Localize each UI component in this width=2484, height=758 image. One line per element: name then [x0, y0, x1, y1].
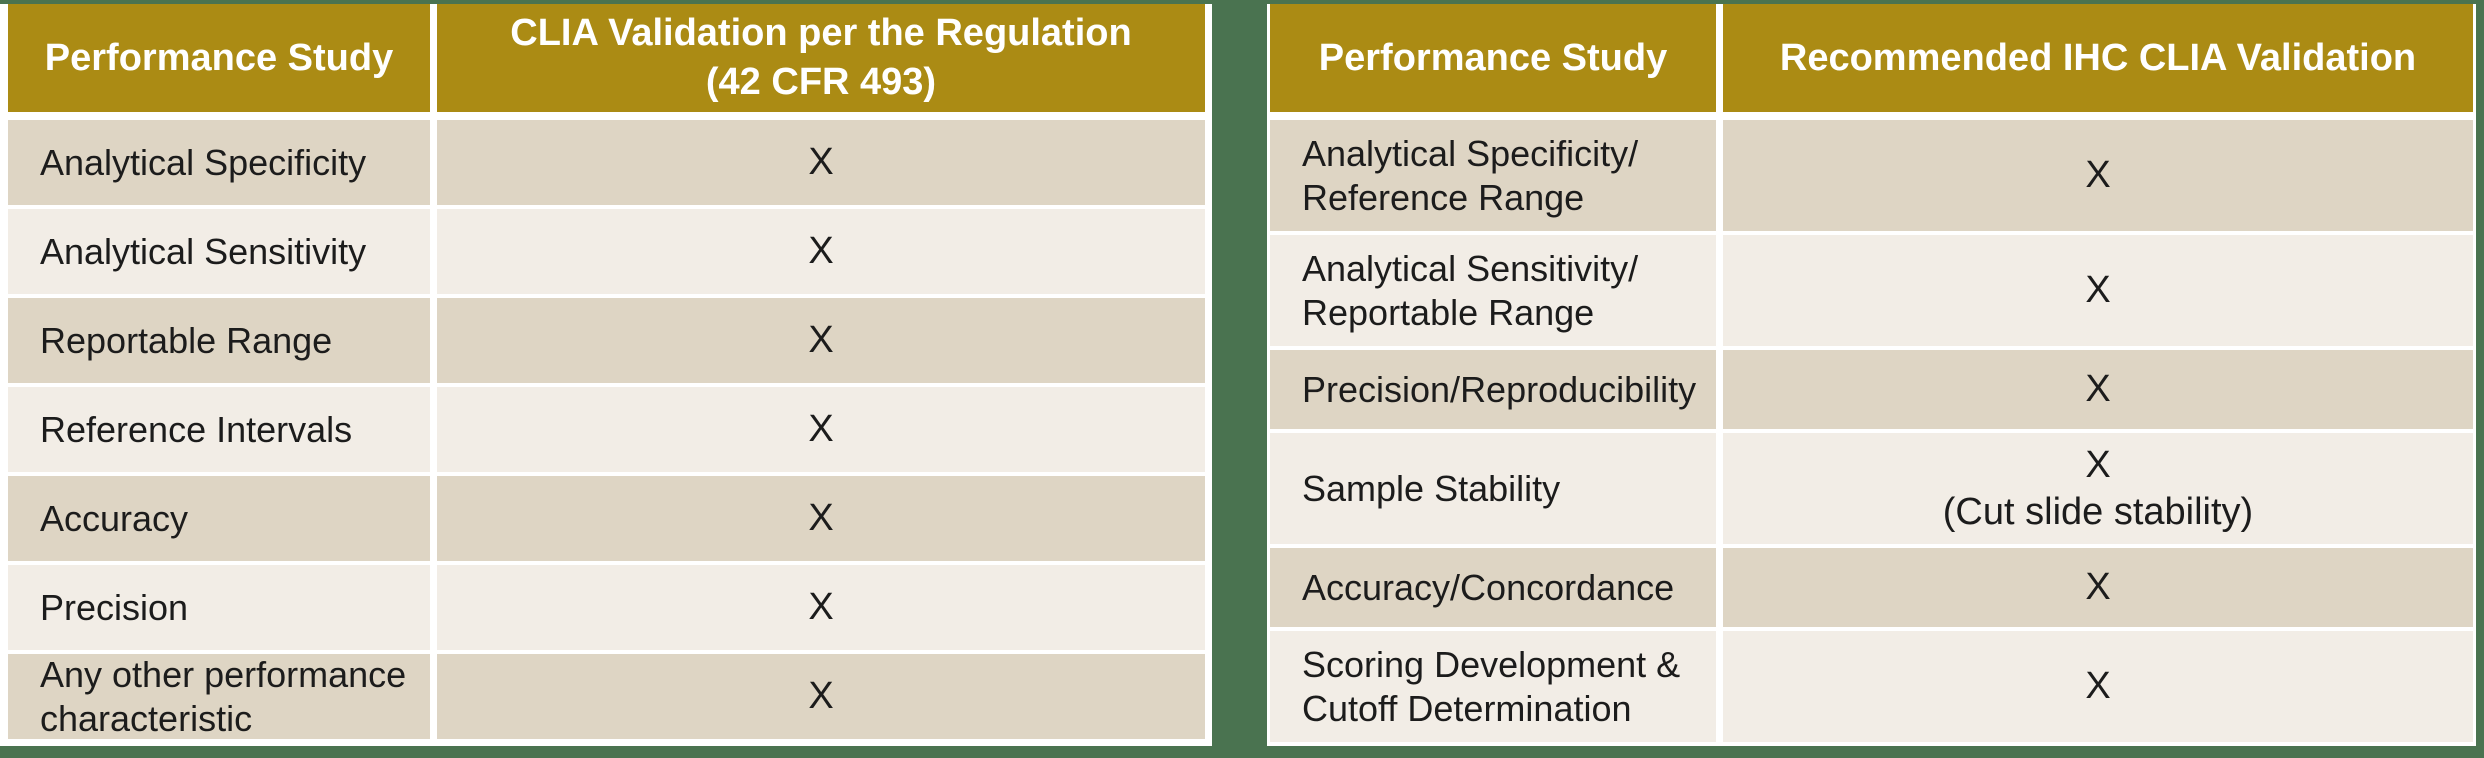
- table-row: Sample Stability X (Cut slide stability): [1270, 433, 2473, 544]
- table-row: Scoring Development & Cutoff Determinati…: [1270, 631, 2473, 742]
- table-row: Precision X: [8, 565, 1205, 650]
- study-cell: Analytical Sensitivity: [8, 209, 430, 294]
- study-cell: Precision/Reproducibility: [1270, 350, 1716, 429]
- value-cell: X: [1723, 350, 2473, 429]
- study-cell: Accuracy/Concordance: [1270, 548, 1716, 627]
- table-header-row: Performance Study Recommended IHC CLIA V…: [1270, 4, 2473, 112]
- table-row: Accuracy/Concordance X: [1270, 548, 2473, 627]
- study-cell: Reference Intervals: [8, 387, 430, 472]
- table-row: Analytical Specificity/ Reference Range …: [1270, 120, 2473, 231]
- study-cell: Accuracy: [8, 476, 430, 561]
- value-cell: X: [1723, 548, 2473, 627]
- study-cell: Scoring Development & Cutoff Determinati…: [1270, 631, 1716, 742]
- study-cell: Analytical Sensitivity/ Reportable Range: [1270, 235, 1716, 346]
- value-cell: X (Cut slide stability): [1723, 433, 2473, 544]
- header-cell-performance-study: Performance Study: [8, 4, 430, 112]
- table-header-row: Performance Study CLIA Validation per th…: [8, 4, 1205, 112]
- table-row: Reportable Range X: [8, 298, 1205, 383]
- study-cell: Reportable Range: [8, 298, 430, 383]
- value-cell: X: [1723, 631, 2473, 742]
- header-cell-performance-study: Performance Study: [1270, 4, 1716, 112]
- value-cell: X: [1723, 235, 2473, 346]
- value-cell: X: [1723, 120, 2473, 231]
- table-row: Precision/Reproducibility X: [1270, 350, 2473, 429]
- header-cell-ihc-validation: Recommended IHC CLIA Validation: [1723, 4, 2473, 112]
- table-row: Accuracy X: [8, 476, 1205, 561]
- value-cell: X: [437, 209, 1205, 294]
- value-cell: X: [437, 120, 1205, 205]
- value-cell: X: [437, 298, 1205, 383]
- table-row: Analytical Sensitivity/ Reportable Range…: [1270, 235, 2473, 346]
- value-cell: X: [437, 654, 1205, 739]
- table-row: Analytical Specificity X: [8, 120, 1205, 205]
- study-cell: Analytical Specificity: [8, 120, 430, 205]
- value-cell: X: [437, 565, 1205, 650]
- study-cell: Precision: [8, 565, 430, 650]
- ihc-clia-recommended-table: Performance Study Recommended IHC CLIA V…: [1267, 4, 2476, 746]
- value-cell: X: [437, 387, 1205, 472]
- study-cell: Analytical Specificity/ Reference Range: [1270, 120, 1716, 231]
- header-cell-clia-validation: CLIA Validation per the Regulation (42 C…: [437, 4, 1205, 112]
- clia-regulation-table: Performance Study CLIA Validation per th…: [0, 4, 1212, 746]
- table-row: Any other performance characteristic X: [8, 654, 1205, 739]
- table-row: Reference Intervals X: [8, 387, 1205, 472]
- table-row: Analytical Sensitivity X: [8, 209, 1205, 294]
- table-gap-divider: [1212, 4, 1267, 746]
- study-cell: Any other performance characteristic: [8, 654, 430, 739]
- value-cell: X: [437, 476, 1205, 561]
- study-cell: Sample Stability: [1270, 433, 1716, 544]
